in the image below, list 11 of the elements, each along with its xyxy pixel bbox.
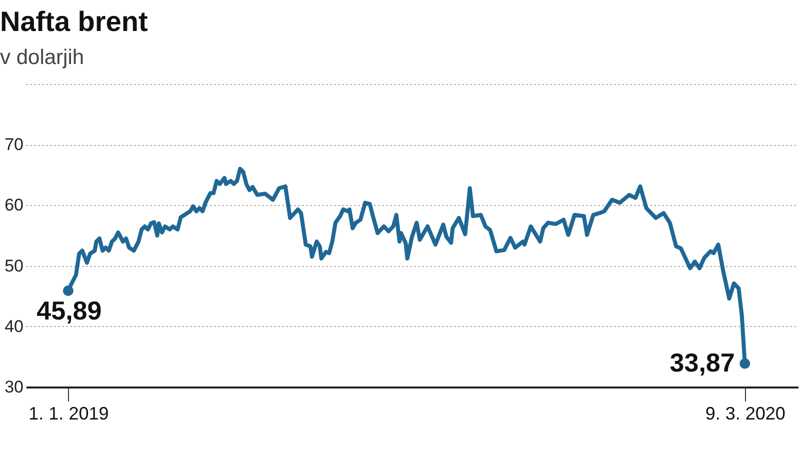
chart-title: Nafta brent: [0, 6, 148, 37]
data-label: 33,87: [670, 348, 735, 378]
y-tick-label: 30: [4, 378, 24, 396]
y-tick-label: 50: [4, 256, 24, 276]
data-label: 45,89: [36, 296, 102, 326]
y-tick-label: 60: [4, 196, 24, 215]
y-tick-label: 40: [4, 316, 24, 336]
x-tick-label: 1. 1. 2019: [28, 404, 109, 424]
chart-subtitle: v dolarjih: [0, 46, 84, 69]
x-tick-label: 9. 3. 2020: [705, 404, 786, 424]
y-tick-label: 70: [4, 135, 24, 154]
